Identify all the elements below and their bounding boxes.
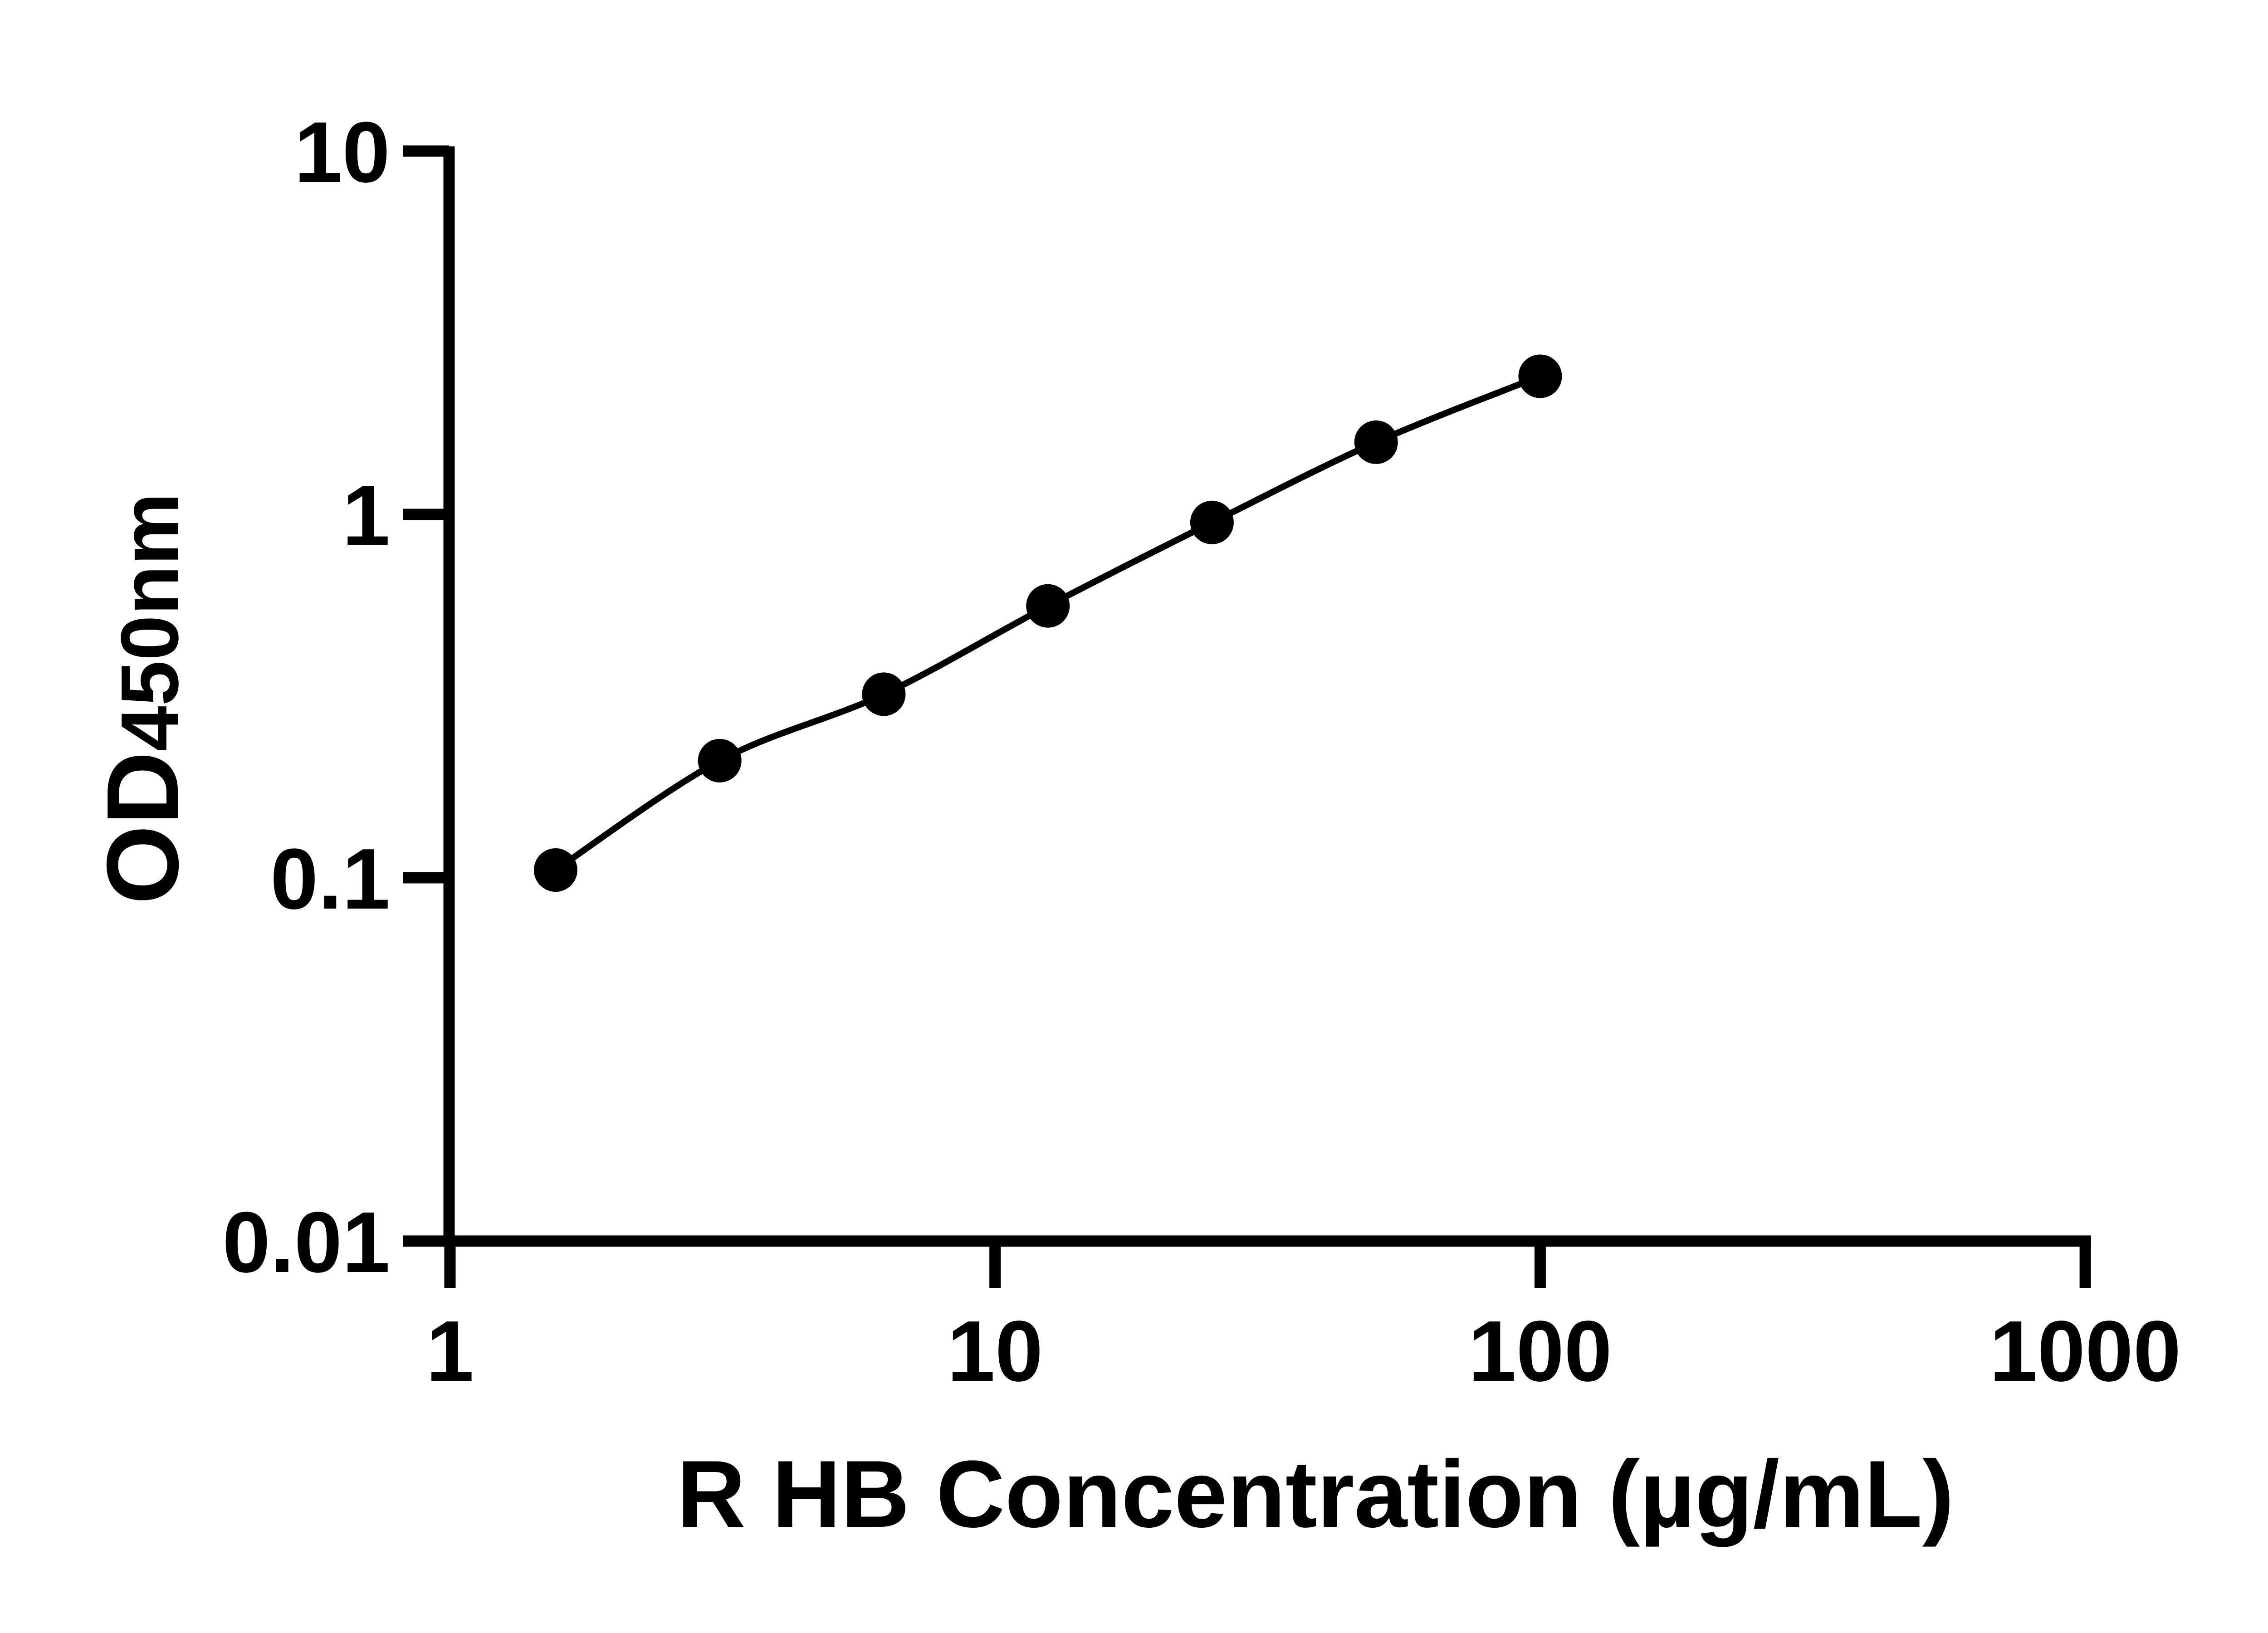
data-point — [1026, 584, 1070, 628]
x-tick-label: 1 — [426, 1303, 474, 1399]
data-point — [1518, 354, 1562, 398]
x-tick-label: 1000 — [1989, 1303, 2181, 1399]
axes — [403, 145, 2091, 1288]
data-point — [533, 848, 577, 892]
data-point — [1190, 500, 1234, 544]
y-tick-label: 10 — [294, 104, 390, 200]
y-axis-title-sub: 450nm — [104, 493, 196, 751]
x-axis-title: R HB Concentration (µg/mL) — [677, 1441, 1954, 1547]
data-point — [698, 738, 742, 782]
y-tick-label: 0.01 — [222, 1194, 390, 1291]
data-point — [862, 672, 906, 716]
y-tick-label: 0.1 — [270, 831, 390, 927]
y-tick-label: 1 — [342, 468, 390, 564]
data-point — [1354, 420, 1398, 464]
y-axis-title: OD450nm — [85, 493, 200, 905]
x-tick-label: 10 — [947, 1303, 1043, 1399]
x-tick-label: 100 — [1468, 1303, 1612, 1399]
tick-labels: 10 1 0.1 0.01 1 10 100 1000 — [222, 104, 2181, 1399]
series-layer — [533, 354, 1562, 892]
y-axis-title-main: OD — [85, 751, 200, 905]
